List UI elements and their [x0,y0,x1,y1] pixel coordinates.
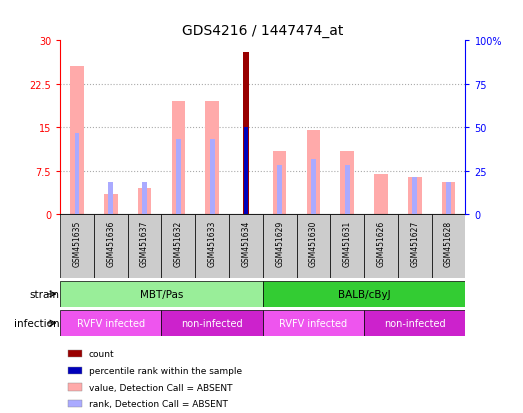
Bar [297,215,331,279]
Text: strain: strain [29,289,60,299]
Bar [94,215,128,279]
Text: GSM451630: GSM451630 [309,220,318,266]
Bar [104,195,118,215]
Bar [442,183,456,215]
Bar [68,350,83,357]
Text: MBT/Pas: MBT/Pas [140,289,183,299]
Bar [277,166,282,215]
Bar [195,215,229,279]
Bar [413,177,417,215]
Text: GSM451634: GSM451634 [242,220,251,266]
Text: GSM451635: GSM451635 [73,220,82,266]
Text: percentile rank within the sample: percentile rank within the sample [88,366,242,375]
Bar [263,215,297,279]
Bar [229,215,263,279]
Bar [263,281,465,308]
Bar [138,189,151,215]
Text: GSM451631: GSM451631 [343,220,352,266]
Bar [60,310,162,337]
Bar [331,215,364,279]
Bar [68,367,83,374]
Bar [273,151,287,215]
Text: infection: infection [14,318,60,328]
Text: RVFV infected: RVFV infected [77,318,145,328]
Bar [306,131,320,215]
Bar [340,151,354,215]
Bar [244,128,248,215]
Text: value, Detection Call = ABSENT: value, Detection Call = ABSENT [88,382,232,392]
Bar [60,281,263,308]
Text: GSM451626: GSM451626 [377,220,385,266]
Text: GSM451632: GSM451632 [174,220,183,266]
Bar [431,215,465,279]
Bar [176,140,181,215]
Text: GSM451629: GSM451629 [275,220,284,266]
Bar [172,102,185,215]
Bar [263,310,364,337]
Text: rank, Detection Call = ABSENT: rank, Detection Call = ABSENT [88,399,228,408]
Bar [60,215,94,279]
Text: GSM451636: GSM451636 [106,220,115,266]
Bar [364,215,398,279]
Bar [128,215,162,279]
Bar [68,400,83,407]
Text: GSM451628: GSM451628 [444,220,453,266]
Title: GDS4216 / 1447474_at: GDS4216 / 1447474_at [182,24,344,38]
Bar [210,140,214,215]
Bar [243,53,249,215]
Bar [345,166,349,215]
Bar [206,102,219,215]
Text: BALB/cByJ: BALB/cByJ [338,289,391,299]
Bar [446,183,451,215]
Bar [398,215,431,279]
Bar [162,215,195,279]
Text: count: count [88,349,114,358]
Bar [311,160,316,215]
Text: non-infected: non-infected [384,318,446,328]
Bar [364,310,465,337]
Text: RVFV infected: RVFV infected [279,318,348,328]
Bar [75,134,79,215]
Bar [408,177,422,215]
Text: non-infected: non-infected [181,318,243,328]
Text: GSM451637: GSM451637 [140,220,149,266]
Bar [162,310,263,337]
Bar [70,67,84,215]
Bar [108,183,113,215]
Bar [142,183,147,215]
Bar [68,384,83,391]
Text: GSM451633: GSM451633 [208,220,217,266]
Text: GSM451627: GSM451627 [411,220,419,266]
Bar [374,174,388,215]
